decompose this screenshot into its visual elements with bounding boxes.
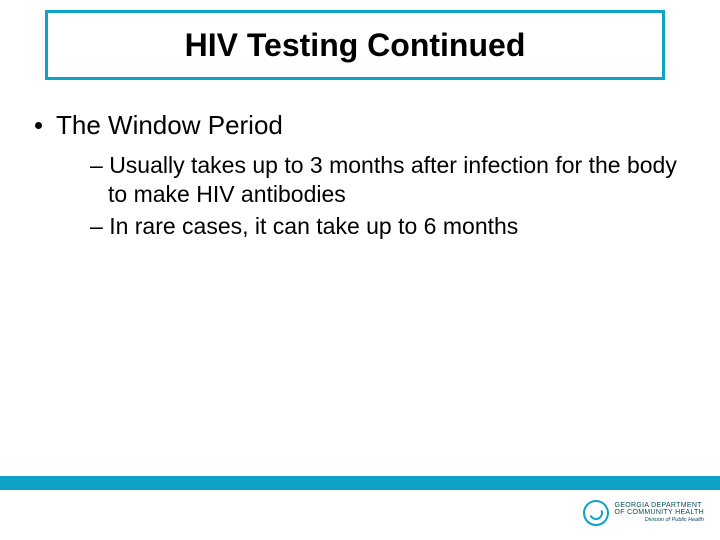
logo-line2: OF COMMUNITY HEALTH <box>615 509 704 516</box>
logo-line1: GEORGIA DEPARTMENT <box>615 502 704 509</box>
logo-text-block: GEORGIA DEPARTMENT OF COMMUNITY HEALTH D… <box>615 502 704 524</box>
bullet-level2-text: In rare cases, it can take up to 6 month… <box>109 213 518 239</box>
footer-accent-bar <box>0 476 720 490</box>
footer-logo: GEORGIA DEPARTMENT OF COMMUNITY HEALTH D… <box>583 500 704 526</box>
logo-swirl-icon <box>583 500 609 526</box>
bullet-level2: – In rare cases, it can take up to 6 mon… <box>90 212 685 241</box>
bullet-dot-icon <box>35 122 42 129</box>
bullet-level1-text: The Window Period <box>56 110 283 141</box>
bullet-level1: The Window Period <box>35 110 685 141</box>
logo-line3: Division of Public Health <box>615 518 704 524</box>
sub-bullet-list: – Usually takes up to 3 months after inf… <box>90 151 685 241</box>
bullet-level2-text: Usually takes up to 3 months after infec… <box>108 152 677 207</box>
title-box: HIV Testing Continued <box>45 10 665 80</box>
slide-title: HIV Testing Continued <box>185 27 526 64</box>
content-area: The Window Period – Usually takes up to … <box>35 110 685 243</box>
bullet-level2: – Usually takes up to 3 months after inf… <box>90 151 685 210</box>
